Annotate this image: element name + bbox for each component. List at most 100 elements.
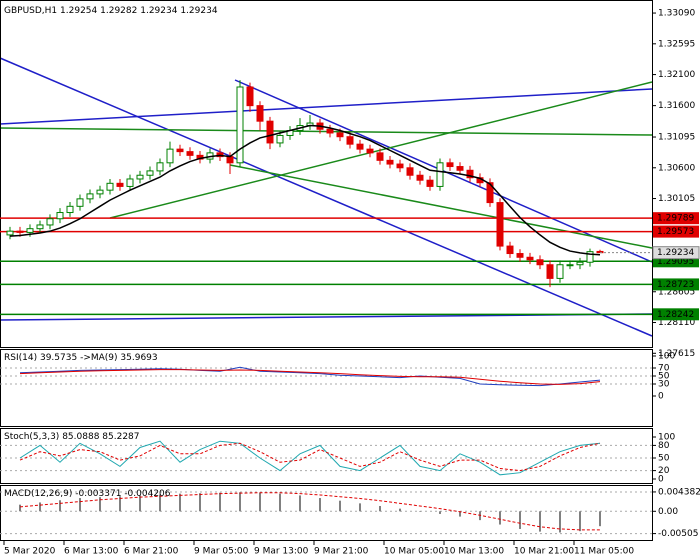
candle-body	[386, 159, 394, 165]
histogram-bar	[519, 511, 521, 529]
histogram-bar	[199, 493, 201, 512]
histogram-bar	[239, 492, 241, 512]
y-tick-label: 1.32100	[658, 70, 695, 80]
level-label: 1.29573	[657, 227, 694, 237]
y-tick-label: 1.28605	[658, 287, 695, 297]
candle-body	[86, 193, 94, 200]
candle-body	[176, 148, 184, 153]
x-tick-label: 6 Mar 13:00	[64, 547, 119, 557]
bar-low: 1.29234	[140, 6, 177, 16]
level-box	[653, 308, 699, 321]
y-tick-label: 100	[658, 433, 675, 443]
y-tick-label: 30	[658, 380, 670, 390]
candle-body	[356, 143, 364, 150]
y-tick-label: -0.00505	[658, 529, 698, 539]
histogram-bar	[319, 498, 321, 512]
candle-body	[36, 224, 44, 230]
indicator-line	[19, 440, 601, 476]
histogram-bar	[359, 503, 361, 512]
y-tick-label: 1.33090	[658, 9, 695, 19]
trend-line	[109, 81, 653, 219]
panel-header: MACD(12,26,9) -0.003371 -0.004206	[4, 489, 171, 499]
histogram-bar	[539, 511, 541, 532]
indicator-line	[19, 366, 601, 387]
candle-body	[46, 218, 54, 226]
candle-body	[236, 86, 244, 164]
candle-body	[66, 205, 74, 214]
x-tick-label: 6 Mar 21:00	[124, 547, 179, 557]
candle-body	[486, 182, 494, 204]
candle-body	[16, 230, 24, 233]
trend-line	[229, 164, 653, 249]
candle-body	[546, 264, 554, 279]
trend-line	[0, 127, 653, 136]
price-box	[652, 246, 700, 260]
y-tick-label: 20	[658, 466, 670, 476]
histogram-bar	[159, 494, 161, 512]
series-value: 35.9693	[120, 353, 157, 363]
candle-body	[256, 105, 264, 122]
level-label: 1.28242	[657, 310, 694, 320]
candle-body	[346, 136, 354, 145]
candle-body	[436, 162, 444, 187]
candle-body	[136, 174, 144, 180]
histogram-bar	[19, 504, 21, 512]
histogram-bar	[79, 498, 81, 512]
candle-body	[466, 169, 474, 179]
candle-body	[506, 245, 514, 255]
candle-body	[146, 170, 154, 176]
y-tick-label: 70	[658, 364, 670, 374]
y-tick-label: 1.30105	[658, 194, 695, 204]
x-tick-label: 9 Mar 13:00	[254, 547, 309, 557]
level-label: 1.28723	[657, 280, 694, 290]
candle-body	[556, 264, 564, 279]
moving-average	[9, 124, 601, 256]
candle-body	[126, 178, 134, 187]
candle-body	[536, 259, 544, 266]
level-box	[653, 212, 699, 225]
bar-open: 1.29254	[60, 6, 97, 16]
candle-body	[76, 198, 84, 207]
histogram-bar	[579, 511, 581, 532]
histogram-bar	[139, 495, 141, 512]
panel-frame	[0, 349, 653, 427]
candle-body	[396, 163, 404, 169]
indicator-name: Stoch(5,3,3)	[4, 432, 59, 442]
x-tick-label: 11 Mar 05:00	[574, 547, 634, 557]
series-value: -0.004206	[124, 489, 170, 499]
level-box	[653, 225, 699, 238]
candle-body	[416, 174, 424, 181]
panel-frame	[0, 428, 653, 484]
candle-body	[406, 167, 414, 176]
candle-body	[6, 230, 14, 236]
candle-body	[516, 253, 524, 258]
histogram-bar	[279, 493, 281, 512]
candle-body	[246, 86, 254, 107]
histogram-bar	[39, 502, 41, 512]
y-tick-label: 80	[658, 441, 670, 451]
candle-body	[566, 264, 574, 267]
y-tick-label: 50	[658, 372, 670, 382]
histogram-bar	[379, 505, 381, 512]
trend-lines	[0, 57, 653, 337]
histogram-bar	[119, 496, 121, 512]
level-label: 1.29789	[657, 214, 694, 224]
candle-body	[56, 212, 64, 220]
y-tick-label: 1.27615	[658, 349, 695, 359]
trend-line	[0, 88, 653, 125]
candle-body	[226, 156, 234, 164]
indicator-name: RSI(14)	[4, 353, 37, 363]
candle-body	[156, 162, 164, 172]
y-tick-label: 1.30600	[658, 163, 695, 173]
candle-body	[586, 251, 594, 263]
series-value: 39.5735	[40, 353, 77, 363]
candle-body	[456, 166, 464, 171]
histogram-bar	[399, 508, 401, 512]
y-tick-label: 50	[658, 454, 670, 464]
candle-body	[446, 162, 454, 168]
indicator-line	[19, 492, 601, 531]
candle-body	[96, 189, 104, 195]
